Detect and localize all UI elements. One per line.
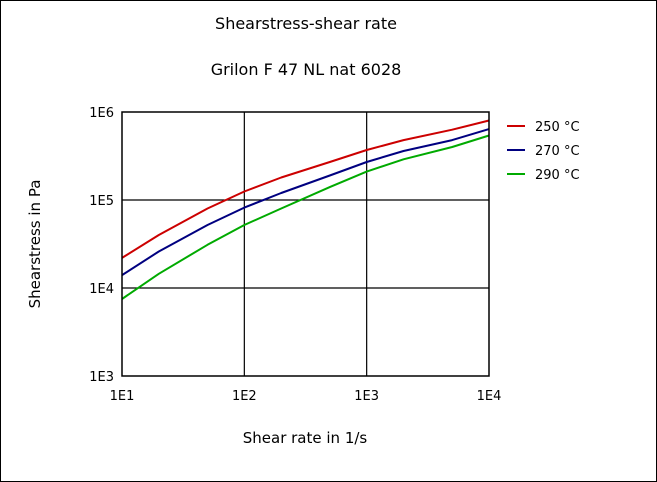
x-tick-label: 1E1 — [110, 389, 135, 404]
y-tick-labels: 1E3 1E4 1E5 1E6 — [89, 106, 114, 385]
x-tick-labels: 1E1 1E2 1E3 1E4 — [110, 389, 502, 404]
y-tick-label: 1E3 — [89, 370, 114, 385]
chart-title: Shearstress-shear rate — [215, 14, 397, 33]
y-tick-label: 1E5 — [89, 194, 114, 209]
y-tick-label: 1E6 — [89, 106, 114, 121]
series-lines — [121, 119, 490, 300]
chart-subtitle: Grilon F 47 NL nat 6028 — [211, 60, 402, 79]
grid — [122, 112, 489, 376]
x-tick-label: 1E2 — [232, 389, 257, 404]
plot-area-border — [121, 111, 490, 377]
series-line — [121, 134, 490, 300]
x-tick-label: 1E4 — [477, 389, 502, 404]
series-line — [121, 119, 490, 259]
y-axis-title: Shearstress in Pa — [26, 180, 44, 309]
legend-label: 270 °C — [535, 144, 580, 159]
legend-label: 250 °C — [535, 120, 580, 135]
y-tick-label: 1E4 — [89, 282, 114, 297]
x-axis-title: Shear rate in 1/s — [243, 429, 368, 447]
legend-label: 290 °C — [535, 168, 580, 183]
series-line — [121, 128, 490, 276]
x-tick-label: 1E3 — [354, 389, 379, 404]
legend: 250 °C 270 °C 290 °C — [507, 120, 580, 183]
